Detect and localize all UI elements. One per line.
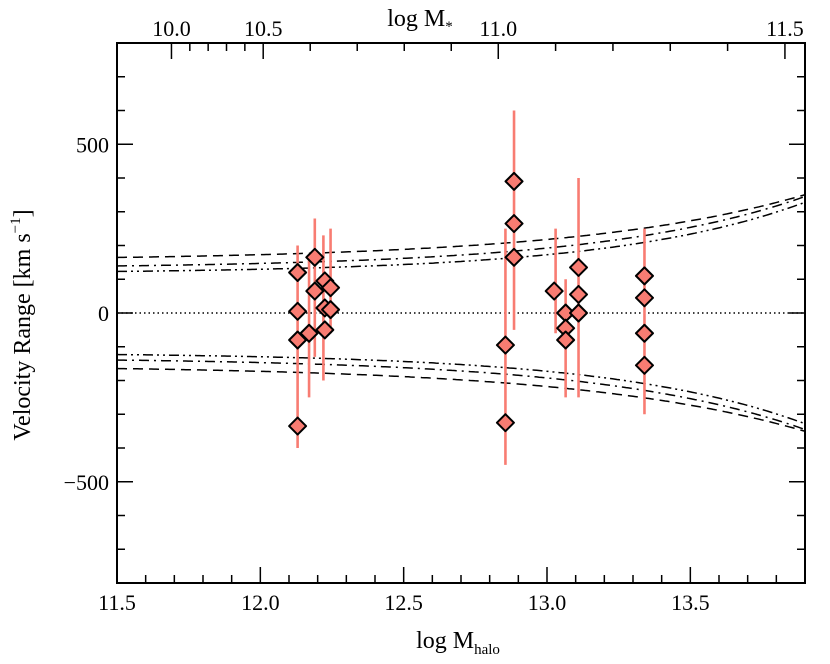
data-point-diamond bbox=[569, 303, 589, 323]
data-point-diamond bbox=[569, 284, 589, 304]
data-point-diamond bbox=[288, 263, 308, 282]
y-axis-title: Velocity Range [km s−1] bbox=[8, 209, 36, 440]
y-tick-label: −500 bbox=[64, 470, 109, 495]
data-point-diamond bbox=[321, 278, 341, 298]
data-point-diamond bbox=[288, 416, 308, 436]
envelope-dashed-upper bbox=[117, 193, 805, 259]
data-point-diamond bbox=[299, 323, 319, 343]
data-point-diamond bbox=[634, 323, 654, 343]
x-tick-label: 12.0 bbox=[241, 590, 280, 615]
data-point-diamond bbox=[315, 320, 335, 340]
envelope-dash-dot-dot-upper bbox=[117, 201, 805, 273]
data-point-diamond bbox=[634, 355, 654, 375]
top-tick-label: 11.0 bbox=[479, 16, 517, 41]
top-tick-label: 10.5 bbox=[244, 16, 283, 41]
top-tick-label: 11.5 bbox=[766, 16, 804, 41]
x-tick-label: 13.5 bbox=[671, 590, 710, 615]
data-point-diamond bbox=[634, 288, 654, 308]
x-tick-label: 13.0 bbox=[528, 590, 567, 615]
top-axis-title: log M* bbox=[387, 6, 453, 35]
data-point-diamond bbox=[495, 413, 515, 433]
envelope-curves bbox=[117, 193, 805, 433]
x-tick-label: 12.5 bbox=[384, 590, 423, 615]
data-point-diamond bbox=[305, 247, 325, 267]
envelope-dash-dot-dot-lower bbox=[117, 353, 805, 425]
data-point-diamond bbox=[288, 301, 308, 321]
data-points bbox=[288, 171, 654, 436]
y-tick-label: 500 bbox=[76, 132, 109, 157]
data-point-diamond bbox=[504, 247, 524, 267]
data-point-diamond bbox=[495, 335, 515, 355]
x-tick-label: 11.5 bbox=[98, 590, 136, 615]
envelope-dashed-lower bbox=[117, 367, 805, 433]
x-axis-title: log Mhalo bbox=[416, 628, 500, 658]
envelope-dash-dot-lower bbox=[117, 359, 805, 431]
data-point-diamond bbox=[556, 330, 576, 350]
axis-ticks bbox=[116, 42, 806, 584]
data-point-diamond bbox=[504, 171, 524, 191]
data-point-diamond bbox=[544, 281, 564, 301]
tick-labels: 11.5 12.0 12.5 13.0 13.5 500 0 −500 10.0 10.5 11.0… bbox=[64, 16, 804, 615]
envelope-dash-dot-upper bbox=[117, 195, 805, 267]
data-point-diamond bbox=[305, 281, 325, 301]
top-tick-label: 10.0 bbox=[152, 16, 191, 41]
data-point-diamond bbox=[504, 214, 524, 234]
error-bars bbox=[296, 110, 646, 465]
data-point-diamond bbox=[569, 257, 589, 277]
data-point-diamond bbox=[321, 300, 341, 320]
plot-frame bbox=[116, 42, 806, 584]
y-tick-label: 0 bbox=[98, 301, 109, 326]
data-point-diamond bbox=[634, 266, 654, 286]
